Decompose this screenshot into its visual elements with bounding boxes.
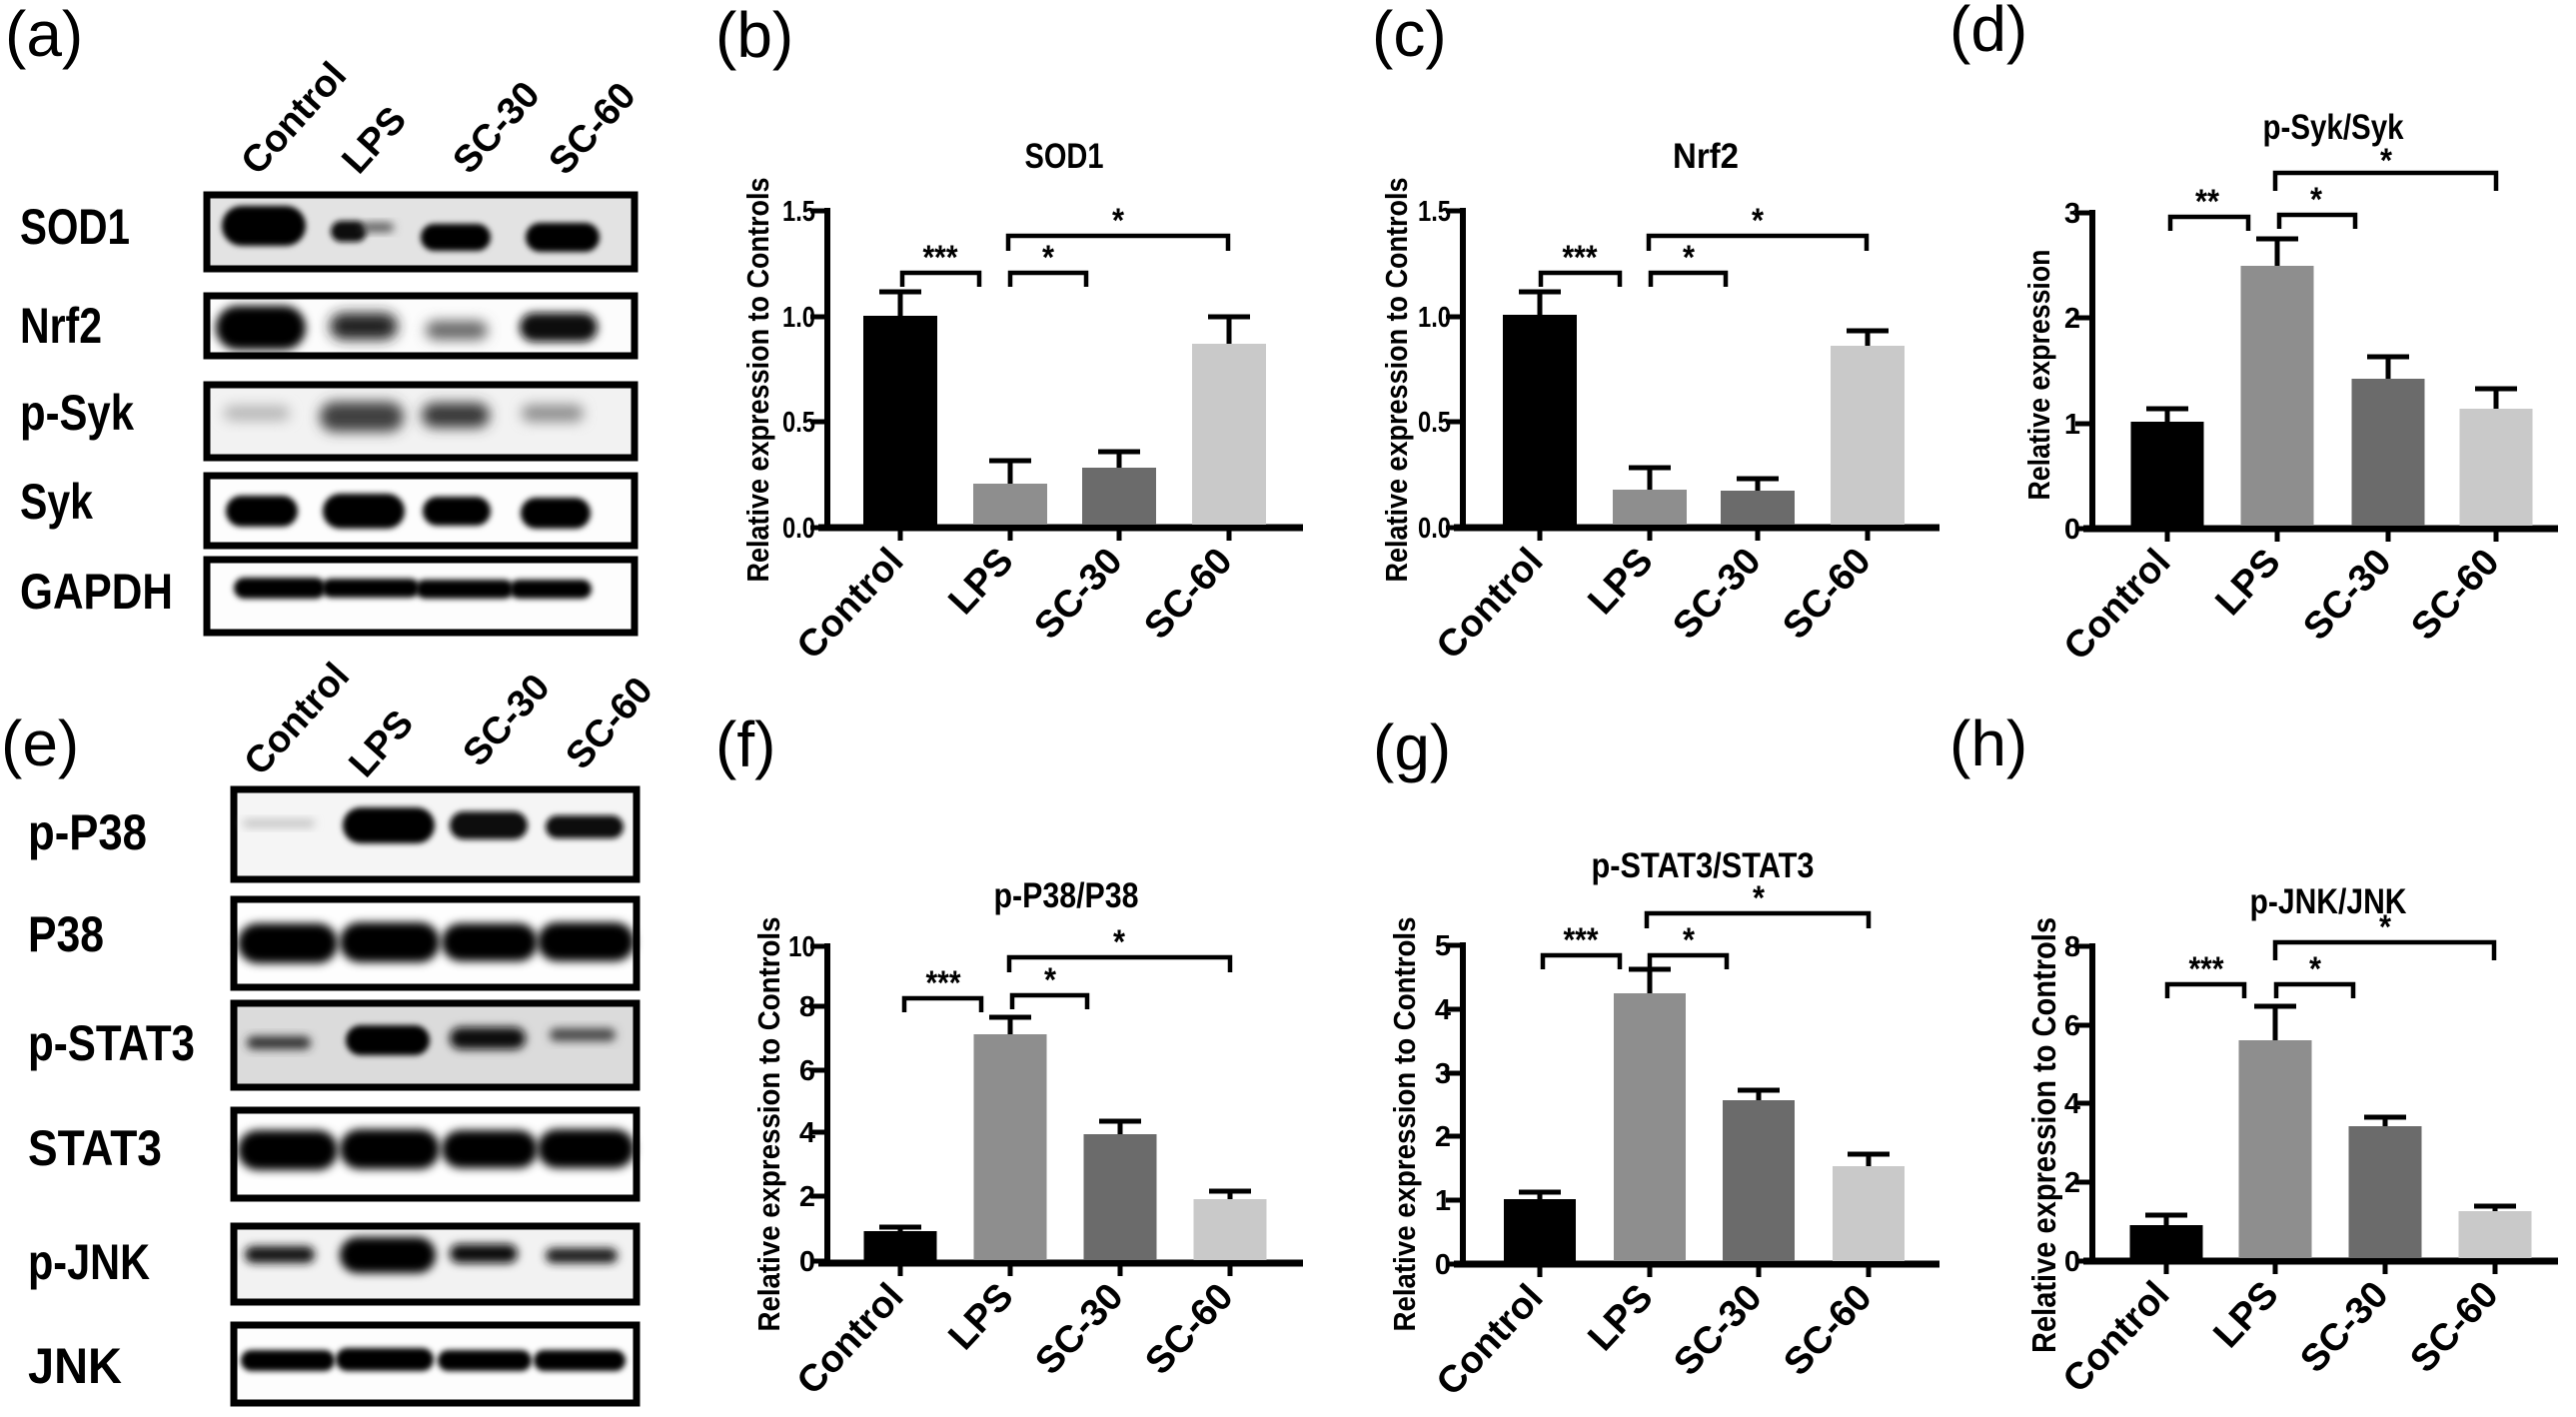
svg-text:*: * bbox=[1683, 239, 1696, 277]
svg-text:0.0: 0.0 bbox=[782, 513, 815, 545]
svg-text:Relative expression to Control: Relative expression to Controls bbox=[740, 178, 775, 583]
svg-text:***: *** bbox=[2189, 950, 2225, 988]
svg-text:0: 0 bbox=[2064, 514, 2080, 546]
svg-text:10: 10 bbox=[788, 931, 815, 963]
svg-text:JNK: JNK bbox=[28, 1338, 122, 1394]
svg-text:0.0: 0.0 bbox=[1418, 513, 1451, 545]
svg-text:0.5: 0.5 bbox=[782, 407, 815, 439]
svg-text:p-JNK/JNK: p-JNK/JNK bbox=[2250, 882, 2407, 921]
svg-text:Relative expression to Control: Relative expression to Controls bbox=[751, 917, 786, 1332]
svg-text:*: * bbox=[1044, 961, 1057, 999]
svg-text:2: 2 bbox=[799, 1181, 815, 1213]
svg-text:8: 8 bbox=[799, 991, 815, 1023]
svg-text:p-STAT3/STAT3: p-STAT3/STAT3 bbox=[1592, 846, 1815, 885]
svg-text:(c): (c) bbox=[1372, 0, 1447, 70]
svg-text:6: 6 bbox=[2064, 1010, 2080, 1042]
svg-text:4: 4 bbox=[1435, 994, 1451, 1026]
svg-text:*: * bbox=[1683, 921, 1696, 959]
svg-text:1.0: 1.0 bbox=[782, 302, 815, 334]
svg-text:STAT3: STAT3 bbox=[28, 1120, 162, 1176]
svg-text:3: 3 bbox=[2064, 198, 2080, 230]
svg-text:***: *** bbox=[926, 964, 962, 1002]
svg-text:p-P38/P38: p-P38/P38 bbox=[994, 876, 1139, 915]
svg-text:**: ** bbox=[2195, 183, 2220, 221]
svg-text:***: *** bbox=[923, 239, 959, 277]
svg-text:1.5: 1.5 bbox=[1418, 196, 1451, 228]
svg-text:8: 8 bbox=[2064, 931, 2080, 963]
svg-text:*: * bbox=[2380, 142, 2393, 180]
svg-text:2: 2 bbox=[1435, 1121, 1451, 1153]
svg-text:2: 2 bbox=[2064, 1167, 2080, 1199]
svg-text:P38: P38 bbox=[28, 906, 104, 962]
svg-text:p-P38: p-P38 bbox=[28, 804, 147, 860]
svg-text:p-JNK: p-JNK bbox=[28, 1234, 150, 1290]
svg-text:*: * bbox=[1752, 202, 1765, 240]
svg-text:Syk: Syk bbox=[20, 474, 93, 530]
svg-text:GAPDH: GAPDH bbox=[20, 564, 173, 620]
svg-text:(b): (b) bbox=[715, 0, 793, 71]
svg-text:0: 0 bbox=[799, 1246, 815, 1278]
svg-text:4: 4 bbox=[799, 1117, 815, 1149]
svg-text:(g): (g) bbox=[1373, 711, 1451, 783]
svg-text:Relative expression to Control: Relative expression to Controls bbox=[2025, 917, 2062, 1353]
svg-text:1: 1 bbox=[1435, 1185, 1451, 1217]
svg-text:0: 0 bbox=[1435, 1249, 1451, 1281]
svg-text:0: 0 bbox=[2064, 1246, 2080, 1278]
svg-text:*: * bbox=[2379, 908, 2392, 946]
svg-text:*: * bbox=[1112, 202, 1125, 240]
svg-text:(d): (d) bbox=[1949, 0, 2027, 65]
svg-text:***: *** bbox=[1564, 921, 1600, 959]
svg-text:Relative expression: Relative expression bbox=[2021, 250, 2056, 501]
svg-text:*: * bbox=[2309, 950, 2322, 988]
svg-text:*: * bbox=[1042, 239, 1055, 277]
svg-text:(a): (a) bbox=[5, 0, 83, 70]
svg-text:SOD1: SOD1 bbox=[20, 199, 130, 255]
svg-text:SOD1: SOD1 bbox=[1025, 137, 1104, 176]
svg-text:*: * bbox=[1753, 879, 1766, 917]
svg-text:1.0: 1.0 bbox=[1418, 302, 1451, 334]
svg-text:6: 6 bbox=[799, 1055, 815, 1087]
svg-text:(f): (f) bbox=[715, 708, 775, 780]
svg-text:Relative expression to Control: Relative expression to Controls bbox=[1387, 917, 1422, 1332]
svg-text:***: *** bbox=[1563, 239, 1599, 277]
svg-text:4: 4 bbox=[2064, 1088, 2080, 1120]
svg-text:1: 1 bbox=[2064, 409, 2080, 441]
svg-text:*: * bbox=[1113, 923, 1126, 961]
svg-text:(h): (h) bbox=[1949, 708, 2027, 779]
svg-text:p-Syk/Syk: p-Syk/Syk bbox=[2263, 108, 2404, 147]
svg-text:2: 2 bbox=[2064, 303, 2080, 335]
svg-text:Relative expression to Control: Relative expression to Controls bbox=[1379, 178, 1414, 583]
svg-text:5: 5 bbox=[1435, 930, 1451, 962]
svg-text:p-Syk: p-Syk bbox=[20, 385, 134, 441]
svg-text:p-STAT3: p-STAT3 bbox=[28, 1015, 195, 1071]
svg-text:(e): (e) bbox=[1, 708, 79, 779]
svg-text:*: * bbox=[2310, 181, 2323, 219]
svg-text:Nrf2: Nrf2 bbox=[1673, 137, 1739, 176]
svg-text:0.5: 0.5 bbox=[1418, 407, 1451, 439]
svg-text:1.5: 1.5 bbox=[782, 196, 815, 228]
svg-text:3: 3 bbox=[1435, 1058, 1451, 1090]
svg-text:Nrf2: Nrf2 bbox=[20, 298, 102, 354]
